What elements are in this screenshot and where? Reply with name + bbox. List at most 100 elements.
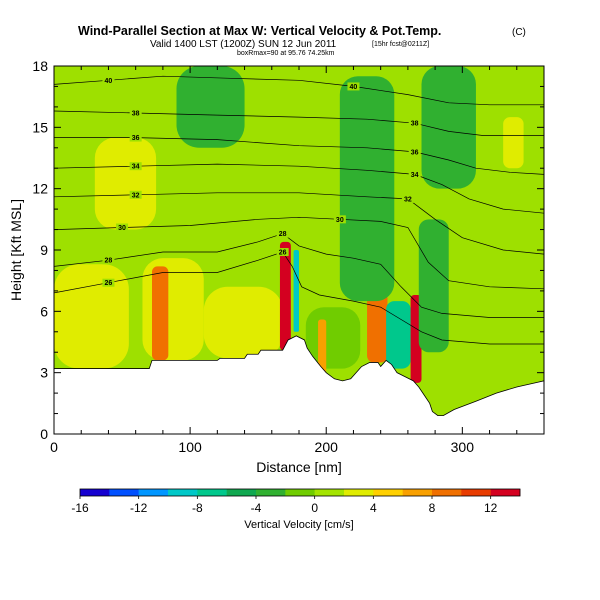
colorbar-swatch bbox=[226, 489, 257, 496]
chart-subtitle: Valid 1400 LST (1200Z) SUN 12 Jun 2011 bbox=[150, 39, 337, 50]
w-cell bbox=[339, 76, 395, 302]
colorbar-swatch bbox=[197, 489, 227, 496]
colorbar-swatch bbox=[490, 489, 521, 496]
x-tick-label: 300 bbox=[451, 439, 475, 455]
w-cell bbox=[418, 219, 449, 353]
colorbar-swatch bbox=[432, 489, 462, 496]
contour-label: 30 bbox=[336, 217, 344, 224]
w-cell bbox=[176, 66, 245, 148]
contour-label-bg bbox=[408, 147, 421, 156]
y-tick-label: 0 bbox=[40, 426, 48, 442]
w-cell bbox=[142, 258, 204, 361]
colorbar-tick-label: 8 bbox=[429, 501, 436, 515]
y-tick-label: 3 bbox=[40, 365, 48, 381]
contour-label: 28 bbox=[105, 258, 113, 265]
w-cell bbox=[203, 286, 283, 359]
x-tick-label: 100 bbox=[178, 439, 202, 455]
y-tick-label: 15 bbox=[32, 119, 48, 135]
contour-label-bg bbox=[116, 223, 129, 232]
contour-label: 32 bbox=[132, 192, 140, 199]
contour-label: 30 bbox=[118, 225, 126, 232]
theta-contour bbox=[54, 137, 544, 175]
w-cell bbox=[421, 66, 476, 189]
colorbar-tick-label: 4 bbox=[370, 501, 377, 515]
contour-label-bg bbox=[129, 109, 142, 118]
contour-label: 34 bbox=[132, 164, 140, 171]
contour-label-bg bbox=[102, 256, 115, 265]
contour-label-bg bbox=[347, 82, 360, 91]
colorbar-swatch bbox=[168, 489, 198, 496]
colorbar-tick-label: -4 bbox=[251, 501, 262, 515]
contour-label-bg bbox=[408, 119, 421, 128]
theta-contour bbox=[54, 251, 544, 345]
terrain-mask bbox=[54, 335, 544, 434]
colorbar: -16 -12 -8 -4 0 4 8 12 bbox=[71, 488, 521, 515]
contour-label: 28 bbox=[279, 231, 287, 238]
contour-label: 38 bbox=[132, 111, 140, 118]
colorbar-swatch bbox=[402, 489, 433, 496]
contour-label-bg bbox=[276, 248, 289, 257]
colorbar-swatch bbox=[344, 489, 374, 496]
x-axis: 0 100 200 300 bbox=[50, 66, 545, 455]
contour-label: 26 bbox=[105, 280, 113, 287]
colorbar-tick-label: 12 bbox=[484, 501, 498, 515]
colorbar-tick-label: -16 bbox=[71, 501, 89, 515]
colorbar-swatch bbox=[138, 489, 169, 496]
contour-label-bg bbox=[276, 229, 289, 238]
chart-title: Wind-Parallel Section at Max W: Vertical… bbox=[78, 24, 441, 38]
colorbar-frame bbox=[79, 488, 521, 497]
contour-label-bg bbox=[129, 190, 142, 199]
theta-contour bbox=[54, 110, 544, 136]
contour-label-bg bbox=[129, 162, 142, 171]
colorbar-swatch bbox=[461, 489, 491, 496]
source-line: boxRmax=90 at 95.76 74.25km bbox=[237, 50, 335, 57]
theta-contour bbox=[54, 216, 544, 290]
contour-label: 36 bbox=[411, 149, 419, 156]
x-tick-label: 0 bbox=[50, 439, 58, 455]
contour-label-bg bbox=[102, 76, 115, 85]
w-cell bbox=[503, 117, 524, 169]
w-cell bbox=[279, 241, 291, 351]
y-axis-label: Height [Kft MSL] bbox=[8, 199, 24, 301]
contour-label-bg bbox=[401, 194, 414, 203]
contour-label-bg bbox=[333, 215, 346, 224]
contour-label-bg bbox=[102, 278, 115, 287]
chart-subtitle-extra: [15hr fcst@0211Z] bbox=[372, 41, 429, 48]
colorbar-swatch bbox=[109, 489, 139, 496]
colorbar-title: Vertical Velocity [cm/s] bbox=[244, 519, 353, 531]
theta-contour bbox=[54, 192, 544, 255]
contour-label: 38 bbox=[411, 121, 419, 128]
plot-area: 26 26 28 28 30 30 32 32 34 34 36 36 38 38 40 40 bbox=[54, 66, 544, 434]
colorbar-swatch bbox=[314, 489, 345, 496]
w-cell bbox=[293, 250, 299, 332]
w-cell bbox=[94, 137, 157, 230]
contour-label: 34 bbox=[411, 172, 419, 179]
w-cell bbox=[386, 301, 411, 369]
x-axis-label: Distance [nm] bbox=[256, 459, 342, 475]
colorbar-tick-label: -12 bbox=[130, 501, 148, 515]
w-cell bbox=[54, 264, 129, 369]
w-cell bbox=[318, 319, 327, 375]
terrain bbox=[54, 335, 544, 434]
contour-label-bg bbox=[129, 133, 142, 142]
y-tick-label: 12 bbox=[32, 181, 48, 197]
theta-contours: 26 26 28 28 30 30 32 32 34 34 36 36 38 38 40 40 bbox=[54, 75, 544, 345]
title-mark: (C) bbox=[512, 27, 526, 38]
contour-label-bg bbox=[408, 170, 421, 179]
contour-label: 26 bbox=[279, 250, 287, 257]
y-tick-label: 6 bbox=[40, 303, 48, 319]
contour-label: 32 bbox=[404, 196, 412, 203]
theta-contour bbox=[54, 233, 544, 318]
w-cell bbox=[152, 266, 169, 361]
contour-label: 40 bbox=[105, 78, 113, 85]
colorbar-tick-label: 0 bbox=[311, 501, 318, 515]
y-tick-label: 18 bbox=[32, 58, 48, 74]
theta-contour bbox=[54, 75, 544, 106]
colorbar-swatch bbox=[256, 489, 286, 496]
y-tick-label: 9 bbox=[40, 242, 48, 258]
theta-contour bbox=[54, 163, 544, 214]
contour-label: 36 bbox=[132, 135, 140, 142]
x-tick-label: 200 bbox=[315, 439, 339, 455]
